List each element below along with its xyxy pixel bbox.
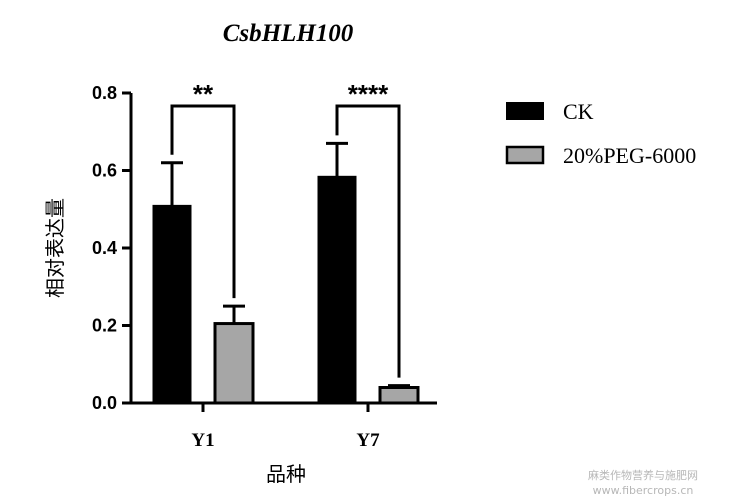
bar-y1-peg <box>213 322 255 405</box>
significance-label-y7: **** <box>348 79 389 109</box>
legend: CK 20%PEG-6000 <box>505 99 696 168</box>
y-tick-label: 0.2 <box>92 316 117 336</box>
legend-swatch-peg <box>505 145 545 165</box>
legend-label-peg: 20%PEG-6000 <box>563 143 696 168</box>
bar-y7-peg <box>378 386 420 405</box>
y-tick-label: 0.8 <box>92 83 117 103</box>
y-axis-label: 相对表达量 <box>43 198 67 298</box>
x-tick-label-y1: Y1 <box>191 430 214 451</box>
x-tick-label-y7: Y7 <box>356 430 380 451</box>
legend-swatch-ck <box>506 102 544 120</box>
bar-y1-ck <box>152 204 192 404</box>
legend-label-ck: CK <box>563 99 594 124</box>
chart-title: CsbHLH100 <box>223 20 354 47</box>
significance-brackets: ** **** <box>170 79 401 378</box>
significance-bracket-y7 <box>335 104 401 378</box>
y-tick-label: 0.0 <box>92 393 117 413</box>
y-tick-label: 0.4 <box>92 238 117 258</box>
bar-y7-ck <box>317 175 357 404</box>
x-axis-label: 品种 <box>266 462 306 486</box>
bars <box>152 141 420 405</box>
significance-bracket-y1 <box>170 104 236 299</box>
y-ticks: 0.0 0.2 0.4 0.6 0.8 <box>92 83 131 413</box>
y-tick-label: 0.6 <box>92 161 117 181</box>
significance-label-y1: ** <box>193 79 214 109</box>
watermark-line-2: www.fibercrops.cn <box>593 484 694 497</box>
watermark-line-1: 麻类作物营养与施肥网 <box>588 468 698 482</box>
